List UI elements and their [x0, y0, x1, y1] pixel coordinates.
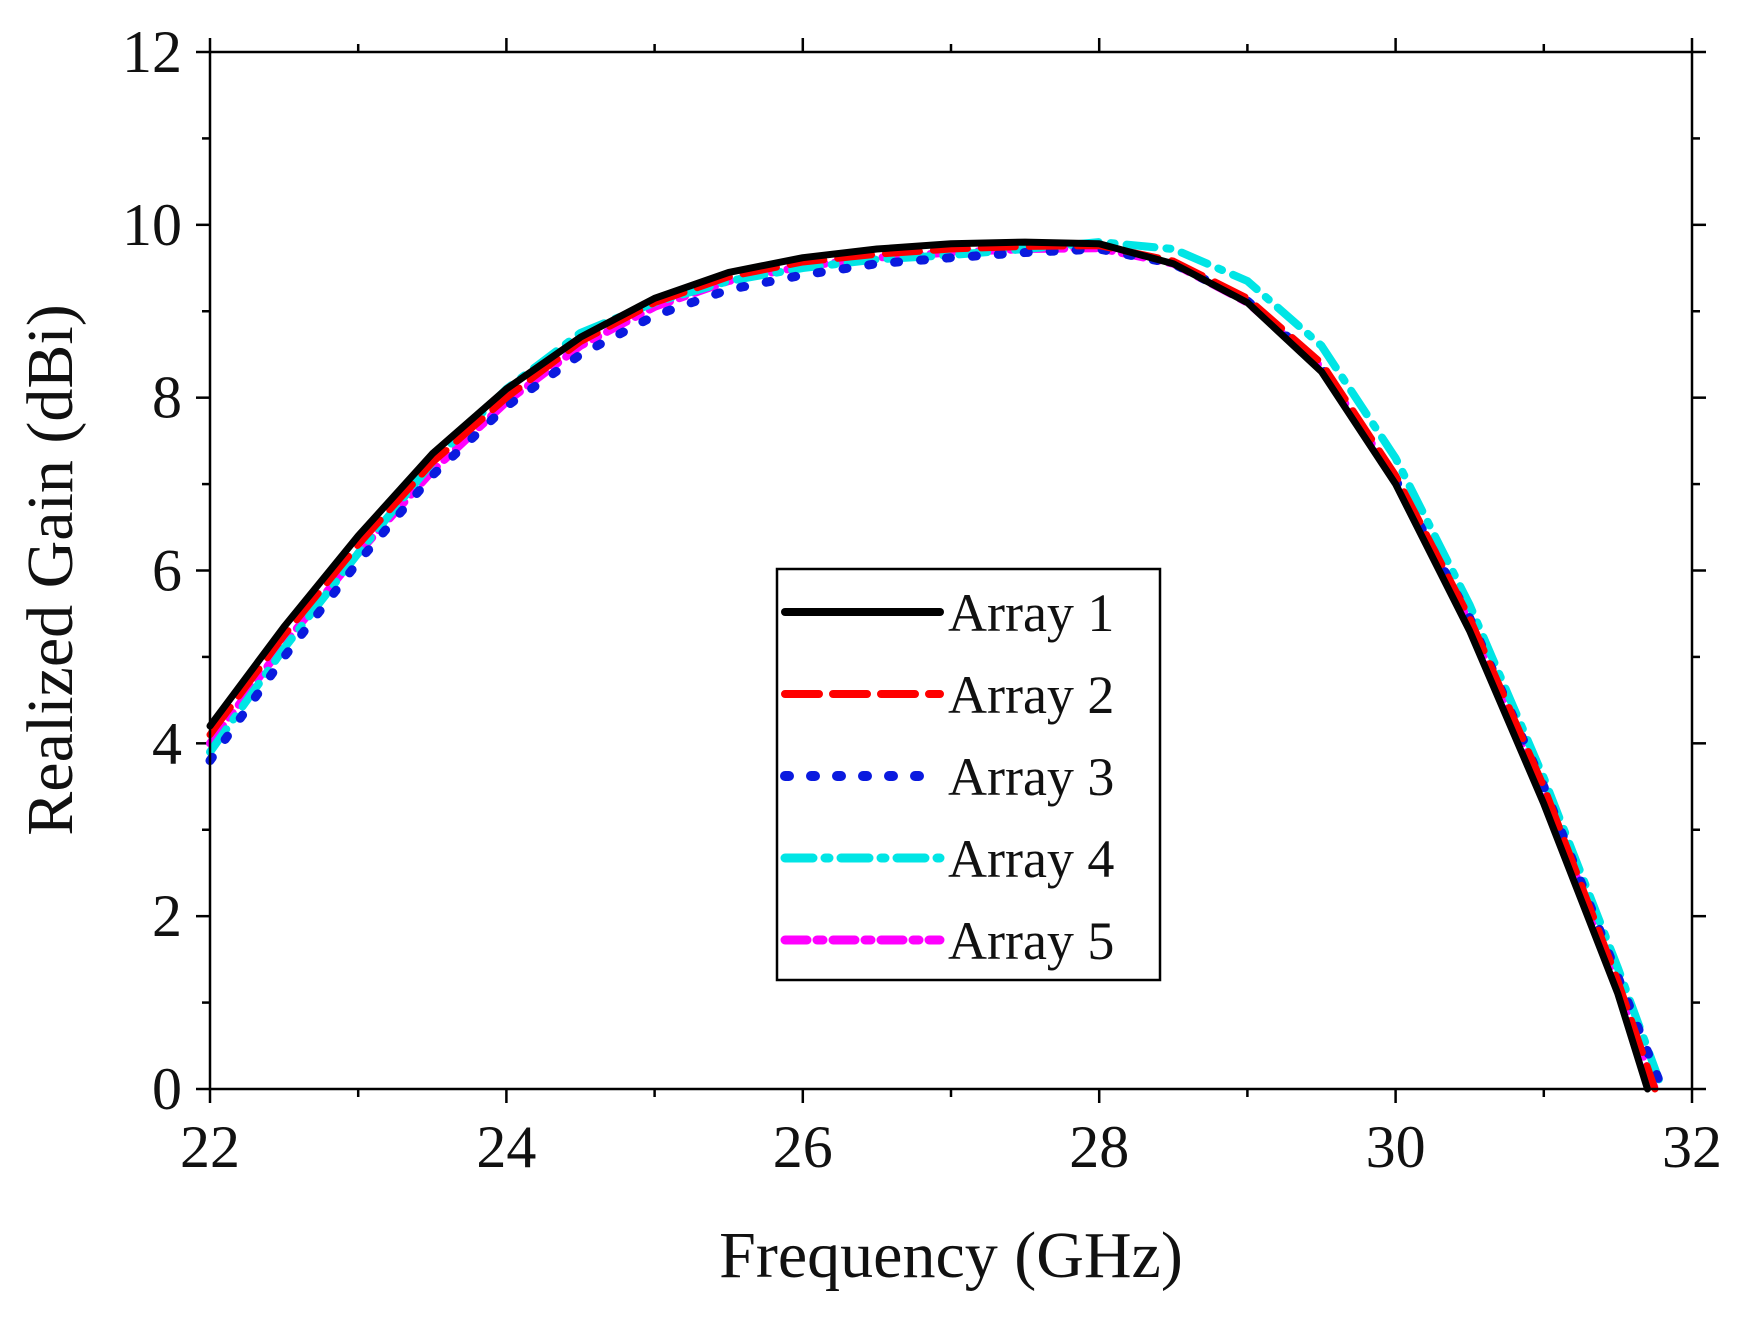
y-tick-label: 8 [152, 365, 182, 431]
minor-ticks [202, 44, 1700, 1097]
x-tick-label: 22 [180, 1114, 240, 1180]
legend: Array 1 Array 2 Array 3 Array 4 Array 5 [775, 567, 1162, 982]
legend-label-4: Array 4 [948, 829, 1114, 889]
y-tick-label: 0 [152, 1056, 182, 1122]
y-tick-label: 10 [122, 192, 182, 258]
major-ticks [196, 38, 1706, 1103]
y-axis-title: Realized Gain (dBi) [14, 304, 87, 835]
x-axis-title: Frequency (GHz) [719, 1219, 1183, 1292]
x-tick-label: 24 [476, 1114, 536, 1180]
x-tick-labels: 22 24 26 28 30 32 [180, 1114, 1722, 1180]
x-tick-label: 28 [1069, 1114, 1129, 1180]
plot-frame [208, 50, 1694, 1091]
x-tick-label: 30 [1366, 1114, 1426, 1180]
legend-items: Array 1 Array 2 Array 3 Array 4 Array 5 [780, 583, 1114, 971]
y-tick-label: 4 [152, 710, 182, 776]
series-layer [205, 238, 1667, 1094]
y-tick-label: 12 [122, 19, 182, 85]
legend-label-2: Array 2 [948, 665, 1114, 725]
legend-label-3: Array 3 [948, 747, 1114, 807]
series-line-3 [205, 244, 1667, 1094]
x-tick-label: 26 [773, 1114, 833, 1180]
y-tick-label: 6 [152, 538, 182, 604]
series-line-1 [206, 238, 1651, 1093]
y-tick-label: 2 [152, 883, 182, 949]
legend-label-1: Array 1 [948, 583, 1114, 643]
legend-label-5: Array 5 [948, 911, 1114, 971]
x-tick-label: 32 [1662, 1114, 1722, 1180]
series-line-2 [206, 242, 1659, 1093]
y-tick-labels: 0 2 4 6 8 10 12 [122, 19, 182, 1122]
